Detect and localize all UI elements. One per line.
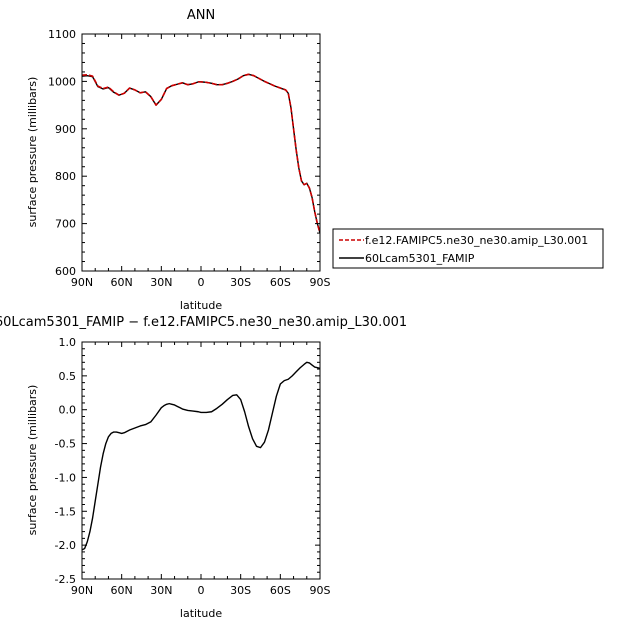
top-x-axis-label: latitude <box>180 299 222 312</box>
bottom-plot-area <box>81 341 321 580</box>
chart-2-y-tick-label: -2.0 <box>55 539 76 552</box>
chart-1-x-tick-label: 90N <box>71 276 93 289</box>
bottom-y-axis-label: surface pressure (millibars) <box>26 385 39 536</box>
chart-1-x-tick-label: 30S <box>230 276 251 289</box>
top-y-axis-label: surface pressure (millibars) <box>26 77 39 228</box>
chart-1-y-tick-label: 800 <box>55 170 76 183</box>
chart-1-y-tick-label: 700 <box>55 218 76 231</box>
chart-2-x-tick-label: 60N <box>111 584 133 597</box>
chart-1-series-line-1 <box>82 73 320 234</box>
chart-1-x-tick-label: 60N <box>111 276 133 289</box>
bottom-chart-panel: 60Lcam5301_FAMIP − f.e12.FAMIPC5.ne30_ne… <box>0 315 407 620</box>
top-plot-area <box>81 33 321 272</box>
chart-2-x-tick-label: 60S <box>270 584 291 597</box>
chart-2-y-tick-label: -1.5 <box>55 505 76 518</box>
chart-2-plot-frame <box>81 341 321 580</box>
chart-2-x-tick-label: 90N <box>71 584 93 597</box>
chart-2-y-tick-label: 1.0 <box>59 336 77 349</box>
bottom-x-ticks: 90N 60N 30N 0 30S 60S 90S <box>71 342 331 597</box>
top-x-ticks: 90N 60N 30N 0 30S 60S 90S <box>71 34 331 289</box>
chart-1-plot-frame <box>81 33 321 272</box>
chart-2-y-tick-label: -1.0 <box>55 471 76 484</box>
chart-2-x-tick-label: 30S <box>230 584 251 597</box>
bottom-y-ticks: -2.5 -2.0 -1.5 -1.0 -0.5 0.0 0.5 1.0 <box>55 336 320 586</box>
chart-1-y-tick-label: 1100 <box>48 28 76 41</box>
chart-2-y-tick-label: 0.0 <box>59 404 77 417</box>
bottom-chart-title: 60Lcam5301_FAMIP − f.e12.FAMIPC5.ne30_ne… <box>0 315 407 330</box>
chart-2-series-line-1 <box>82 361 320 551</box>
chart-2-x-tick-label: 30N <box>150 584 172 597</box>
chart-1-y-tick-label: 1000 <box>48 75 76 88</box>
chart-2-y-tick-label: -2.5 <box>55 573 76 586</box>
chart-2-y-tick-label: -0.5 <box>55 438 76 451</box>
legend-label-series-1: f.e12.FAMIPC5.ne30_ne30.amip_L30.001 <box>365 234 588 247</box>
chart-1-series-line-2 <box>82 73 320 234</box>
chart-1-x-tick-label: 30N <box>150 276 172 289</box>
chart-1-x-tick-label: 60S <box>270 276 291 289</box>
legend-box <box>332 228 604 269</box>
chart-2-x-tick-label: 0 <box>198 584 205 597</box>
top-chart-panel: ANN 90N 60N 30N 0 30S 60S 90S 600 700 800 900 1000… <box>26 8 604 312</box>
top-chart-legend: f.e12.FAMIPC5.ne30_ne30.amip_L30.001 60L… <box>332 228 604 269</box>
top-y-ticks: 600 700 800 900 1000 1100 <box>48 28 320 278</box>
chart-1-y-tick-label: 900 <box>55 123 76 136</box>
bottom-x-axis-label: latitude <box>180 607 222 620</box>
chart-2-x-tick-label: 90S <box>310 584 331 597</box>
chart-2-y-tick-label: 0.5 <box>59 370 77 383</box>
top-chart-title: ANN <box>187 8 215 23</box>
chart-1-x-tick-label: 0 <box>198 276 205 289</box>
chart-1-x-tick-label: 90S <box>310 276 331 289</box>
chart-1-y-tick-label: 600 <box>55 265 76 278</box>
legend-label-series-2: 60Lcam5301_FAMIP <box>365 252 475 265</box>
